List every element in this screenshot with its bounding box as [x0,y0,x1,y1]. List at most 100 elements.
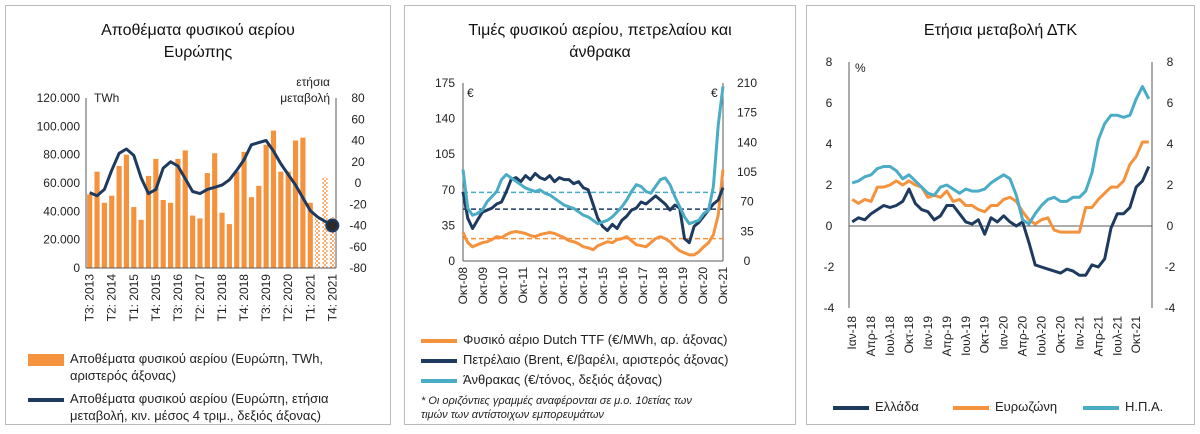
y2-tick-label: 8 [1167,55,1174,69]
bar [197,218,203,268]
panel-title: Αποθέματα φυσικού αερίου Ευρώπης [101,22,295,61]
y-tick-label: -4 [824,301,835,315]
x-tick-label: Οκτ-20 [1053,316,1067,354]
bar [87,194,93,268]
bar [292,140,299,268]
x-tick-label: Ιουλ-19 [959,316,973,356]
x-tick-label: Τ2: 2017 [193,274,207,322]
x-tick-label: Οκτ-20 [696,267,710,305]
x-tick-label: Οκτ-09 [476,267,490,305]
x-tick-label: Οκτ-12 [536,267,550,305]
legend-storage-bars: Αποθέματα φυσικού αερίου (Ευρώπη, TWh, α… [28,350,323,384]
legend-swatch-bar [28,353,64,366]
y2-tick-label: 70 [740,195,754,209]
y-tick-label: 175 [435,76,455,90]
y2-tick-label: -80 [349,261,367,275]
chart-gas-storage: TWh ετήσια μεταβολή 0 20.000 40.000 60.000 80.0… [37,75,367,322]
y2-tick-label: 60 [351,112,365,126]
x-tick-label: Τ1: 2021 [303,274,317,322]
x-tick-label: Τ3: 2019 [259,274,273,322]
x-tick-label: Οκτ-18 [656,267,670,305]
series-line [851,165,1151,277]
bar [182,150,188,268]
bar [109,195,115,268]
y2-tick-label: 35 [740,224,754,238]
series-line [461,86,725,226]
bar [248,197,255,268]
legend-swatch-oil [421,358,457,363]
x-tick-label: Οκτ-21 [716,267,730,305]
x-tick-label: Οκτ-21 [1129,316,1143,354]
y2-tick-label: 0 [1167,219,1174,233]
y-tick-label: 80.000 [43,148,80,162]
y2-tick-label: 140 [737,135,757,149]
x-tick-label: Οκτ-19 [978,316,992,354]
bar [226,224,232,268]
x-tick-label: Απρ-21 [1091,316,1105,357]
y-tick-label: 2 [826,178,833,192]
unit-label: % [855,61,866,75]
bar [175,158,181,268]
x-tick-label: Τ2: 2020 [281,274,295,322]
y2-tick-label: 40 [351,134,365,148]
y2-tick-label: 2 [1167,178,1174,192]
y-tick-label: 0 [448,254,455,268]
y-tick-label: 35 [442,218,456,232]
bar [204,173,210,268]
x-tick-label: Ιουλ-20 [1035,316,1049,356]
bar [94,171,100,268]
legend-swatch-gas [421,338,457,343]
chart-cpi: -4 -4 -2 -2 0 0 2 2 4 4 6 6 8 8% Ιαν-18 Απρ-18 Ιουλ-18 Οκ… [824,55,1176,357]
bar [138,219,144,268]
x-tick-label: Οκτ-15 [596,267,610,305]
unit-label-right: ετήσια [296,75,330,89]
x-tick-label: Τ4: 2018 [237,274,251,322]
x-tick-label: Απρ-19 [940,316,954,357]
legend-gas: Φυσικό αέριο Dutch TTF (€/MWh, αρ. άξονα… [421,331,727,348]
bar [167,202,174,268]
x-tick-label: Απρ-18 [864,316,878,357]
bar [285,171,291,268]
x-tick-label: Οκτ-16 [616,267,630,305]
bar [145,175,152,268]
legend-swatch-usa [1083,405,1119,410]
legend-storage-line: Αποθέματα φυσικού αερίου (Ευρώπη, ετήσια… [28,390,329,424]
x-tick-label: Οκτ-18 [902,316,916,354]
x-tick-label: Ιαν-18 [845,316,859,350]
unit-label-left: TWh [94,91,119,105]
x-tick-label: Ιαν-19 [921,316,935,350]
x-tick-label: Ιαν-21 [1072,316,1086,350]
x-tick-label: Ιουλ-21 [1110,316,1124,356]
footnote: * Οι οριζόντιες γραμμές αναφέρονται σε μ… [421,395,692,421]
series-line [851,140,1149,234]
y-tick-label: 140 [435,112,455,126]
bar [263,144,269,268]
x-tick-label: Οκτ-11 [516,267,530,304]
y2-tick-label: 20 [351,155,365,169]
chart-energy-prices: 0 35 70 105 140 175 0 35 70 105 140 175 210 € € Οκτ-08 Ο… [435,76,757,305]
y2-tick-label: -20 [349,197,367,211]
y-tick-label: -2 [824,260,835,274]
series-line [461,172,725,245]
x-tick-label: Τ2: 2014 [105,274,119,322]
x-tick-label: Ιουλ-18 [883,316,897,356]
legend-usa: Η.Π.Α. [1083,398,1163,415]
bar [256,185,262,268]
y2-tick-label: 0 [355,176,362,190]
series-line [461,169,725,257]
legend-eurozone: Ευρωζώνη [953,398,1057,415]
y-tick-label: 0 [826,219,833,233]
x-tick-label: Οκτ-19 [676,267,690,305]
bar [123,154,130,268]
y-tick-label: 105 [435,147,455,161]
panel-energy-prices: Τιμές φυσικού αερίου, πετρελαίου και άνθ… [404,5,796,425]
unit-label-right: μεταβολή [280,91,330,105]
y2-tick-label: 210 [737,76,757,90]
y2-tick-label: 0 [744,254,751,268]
unit-label-left: € [467,86,474,100]
x-tick-label: Οκτ-10 [496,267,510,305]
series-line [89,139,334,227]
x-tick-label: Οκτ-14 [576,267,590,305]
x-tick-label: Οκτ-17 [636,267,650,305]
legend-swatch-eurozone [953,405,989,410]
